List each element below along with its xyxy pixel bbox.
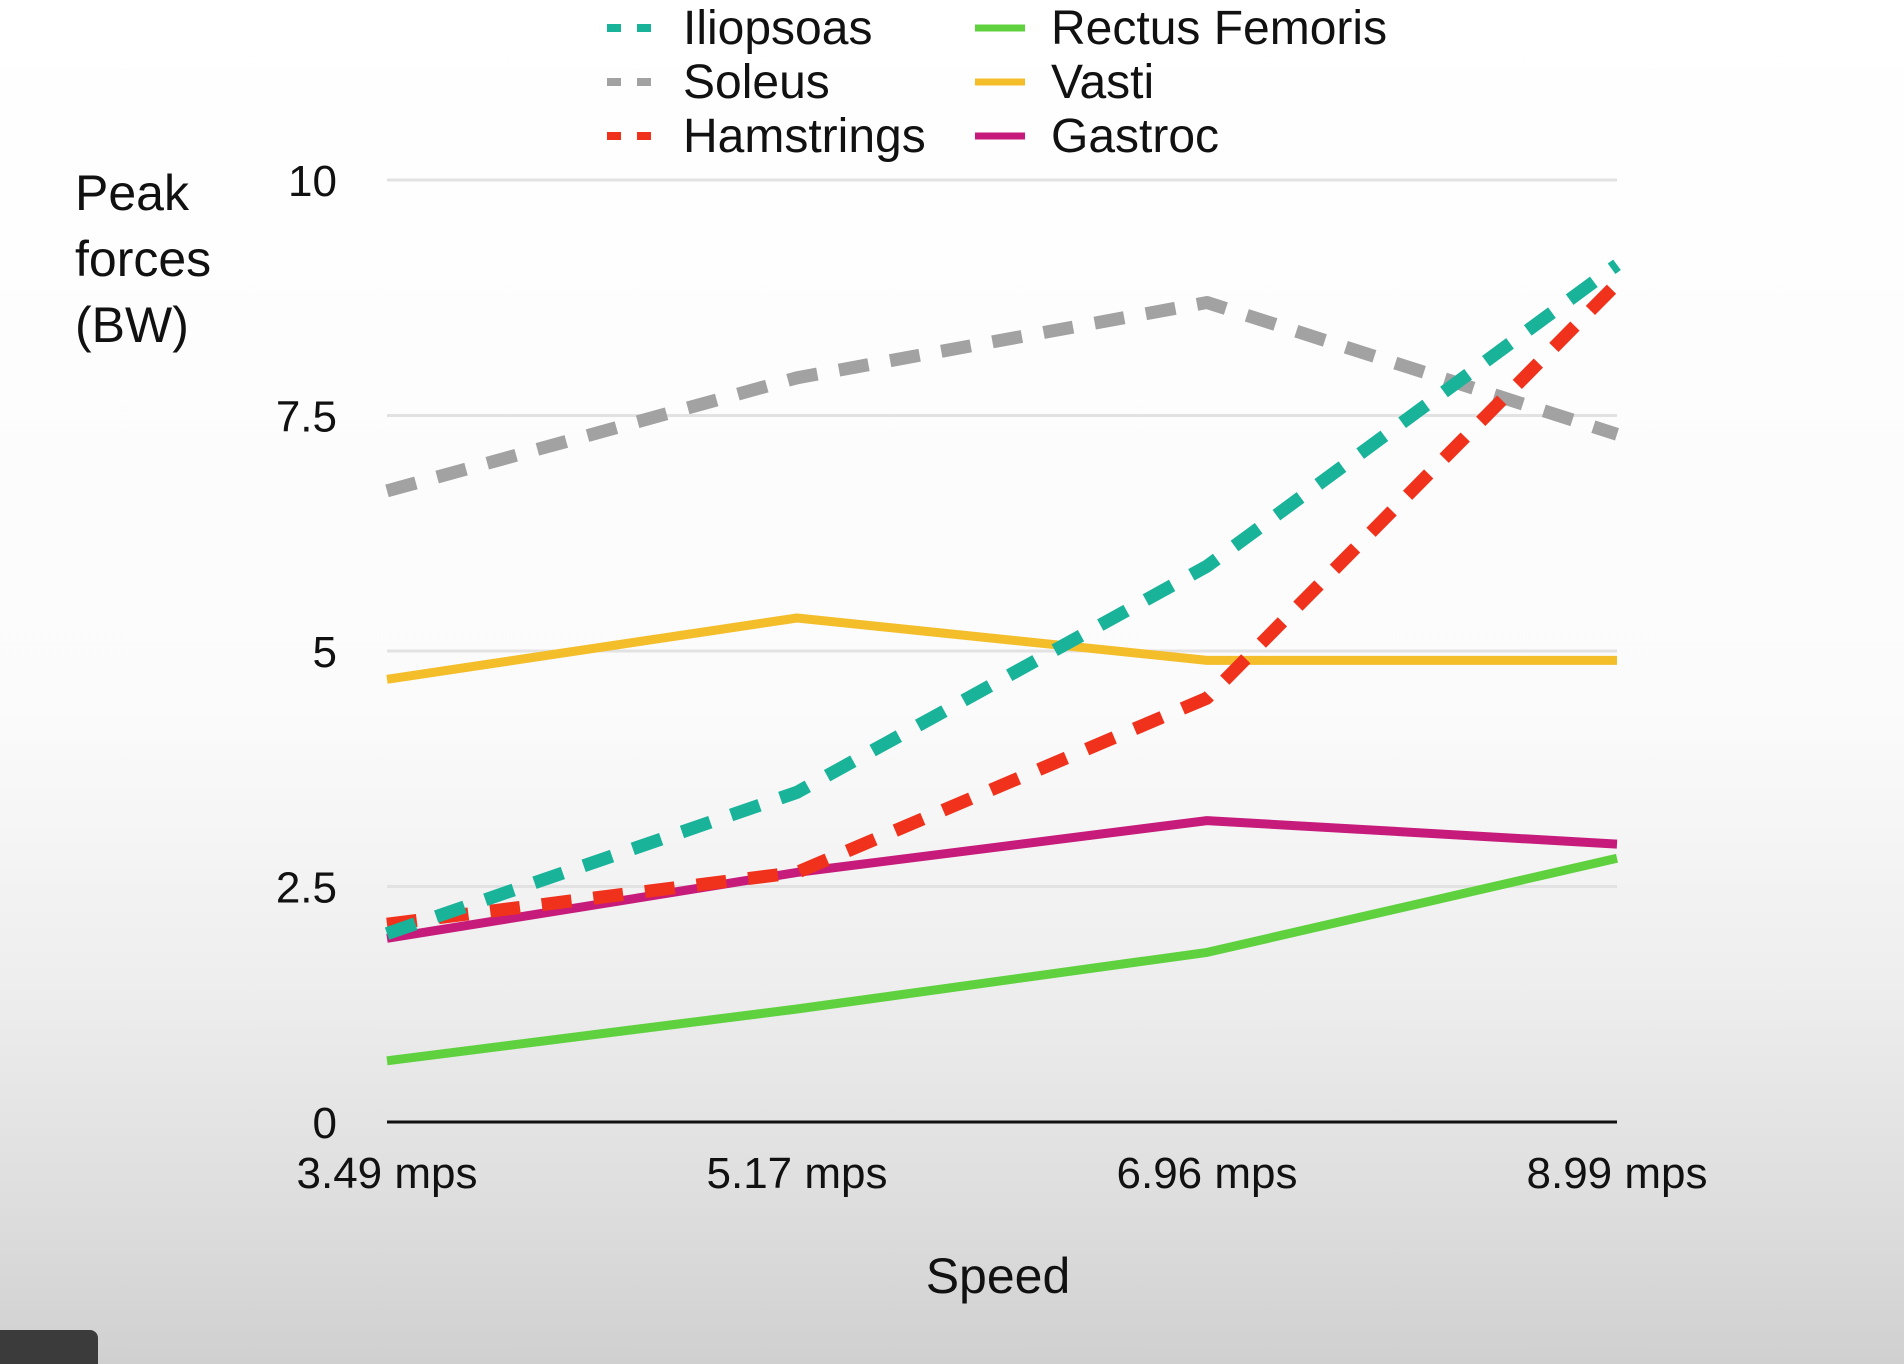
- legend-label-gastroc: Gastroc: [1051, 110, 1219, 163]
- y-tick-label: 7.5: [276, 393, 337, 442]
- series-line-hamstrings: [386, 279, 1622, 931]
- x-tick-label: 5.17 mps: [707, 1149, 888, 1198]
- x-axis-ticks: 3.49 mps 5.17 mps 6.96 mps 8.99 mps: [297, 1149, 1708, 1198]
- y-axis-title-line: (BW): [75, 297, 189, 353]
- y-axis-ticks: 0 2.5 5 7.5 10: [276, 157, 337, 1148]
- legend-label-hamstrings: Hamstrings: [683, 110, 926, 163]
- legend-label-vasti: Vasti: [1051, 56, 1154, 109]
- series-lines: [384, 259, 1622, 1066]
- x-tick-label: 3.49 mps: [297, 1149, 478, 1198]
- legend-label-soleus: Soleus: [683, 56, 830, 109]
- y-axis-title: Peak forces (BW): [75, 165, 211, 353]
- video-player-control-tab[interactable]: [0, 1330, 98, 1364]
- legend-label-iliopsoas: Iliopsoas: [683, 2, 872, 55]
- series-line-gastroc: [386, 816, 1618, 943]
- x-tick-label: 6.96 mps: [1117, 1149, 1298, 1198]
- y-axis-title-line: Peak: [75, 165, 190, 221]
- y-axis-title-line: forces: [75, 231, 211, 287]
- series-line-vasti: [386, 613, 1617, 684]
- y-tick-label: 10: [288, 157, 337, 206]
- y-tick-label: 2.5: [276, 864, 337, 913]
- series-line-rectus-femoris: [386, 853, 1619, 1066]
- y-tick-label: 5: [313, 628, 337, 677]
- y-tick-label: 0: [313, 1099, 337, 1148]
- series-line-iliopsoas: [384, 259, 1621, 940]
- x-tick-label: 8.99 mps: [1527, 1149, 1708, 1198]
- series-line-soleus: [385, 296, 1619, 498]
- legend-label-rectus-femoris: Rectus Femoris: [1051, 2, 1387, 55]
- x-axis-title: Speed: [926, 1248, 1071, 1304]
